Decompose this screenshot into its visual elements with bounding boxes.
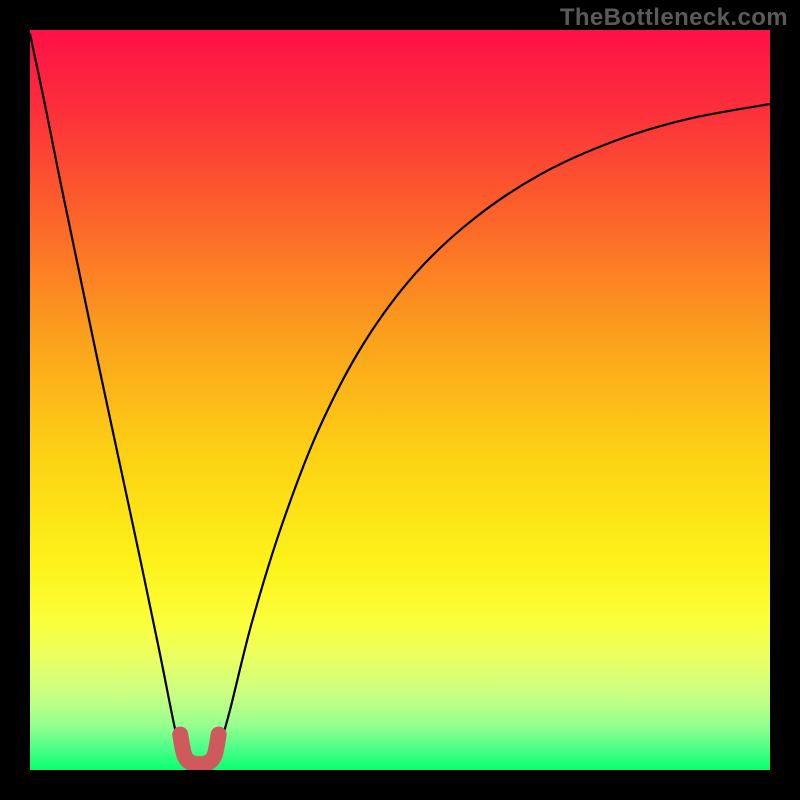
watermark-text: TheBottleneck.com [560,4,788,32]
gradient-background [30,30,770,770]
chart-frame: TheBottleneck.com [0,0,800,800]
plot-area [30,30,770,770]
